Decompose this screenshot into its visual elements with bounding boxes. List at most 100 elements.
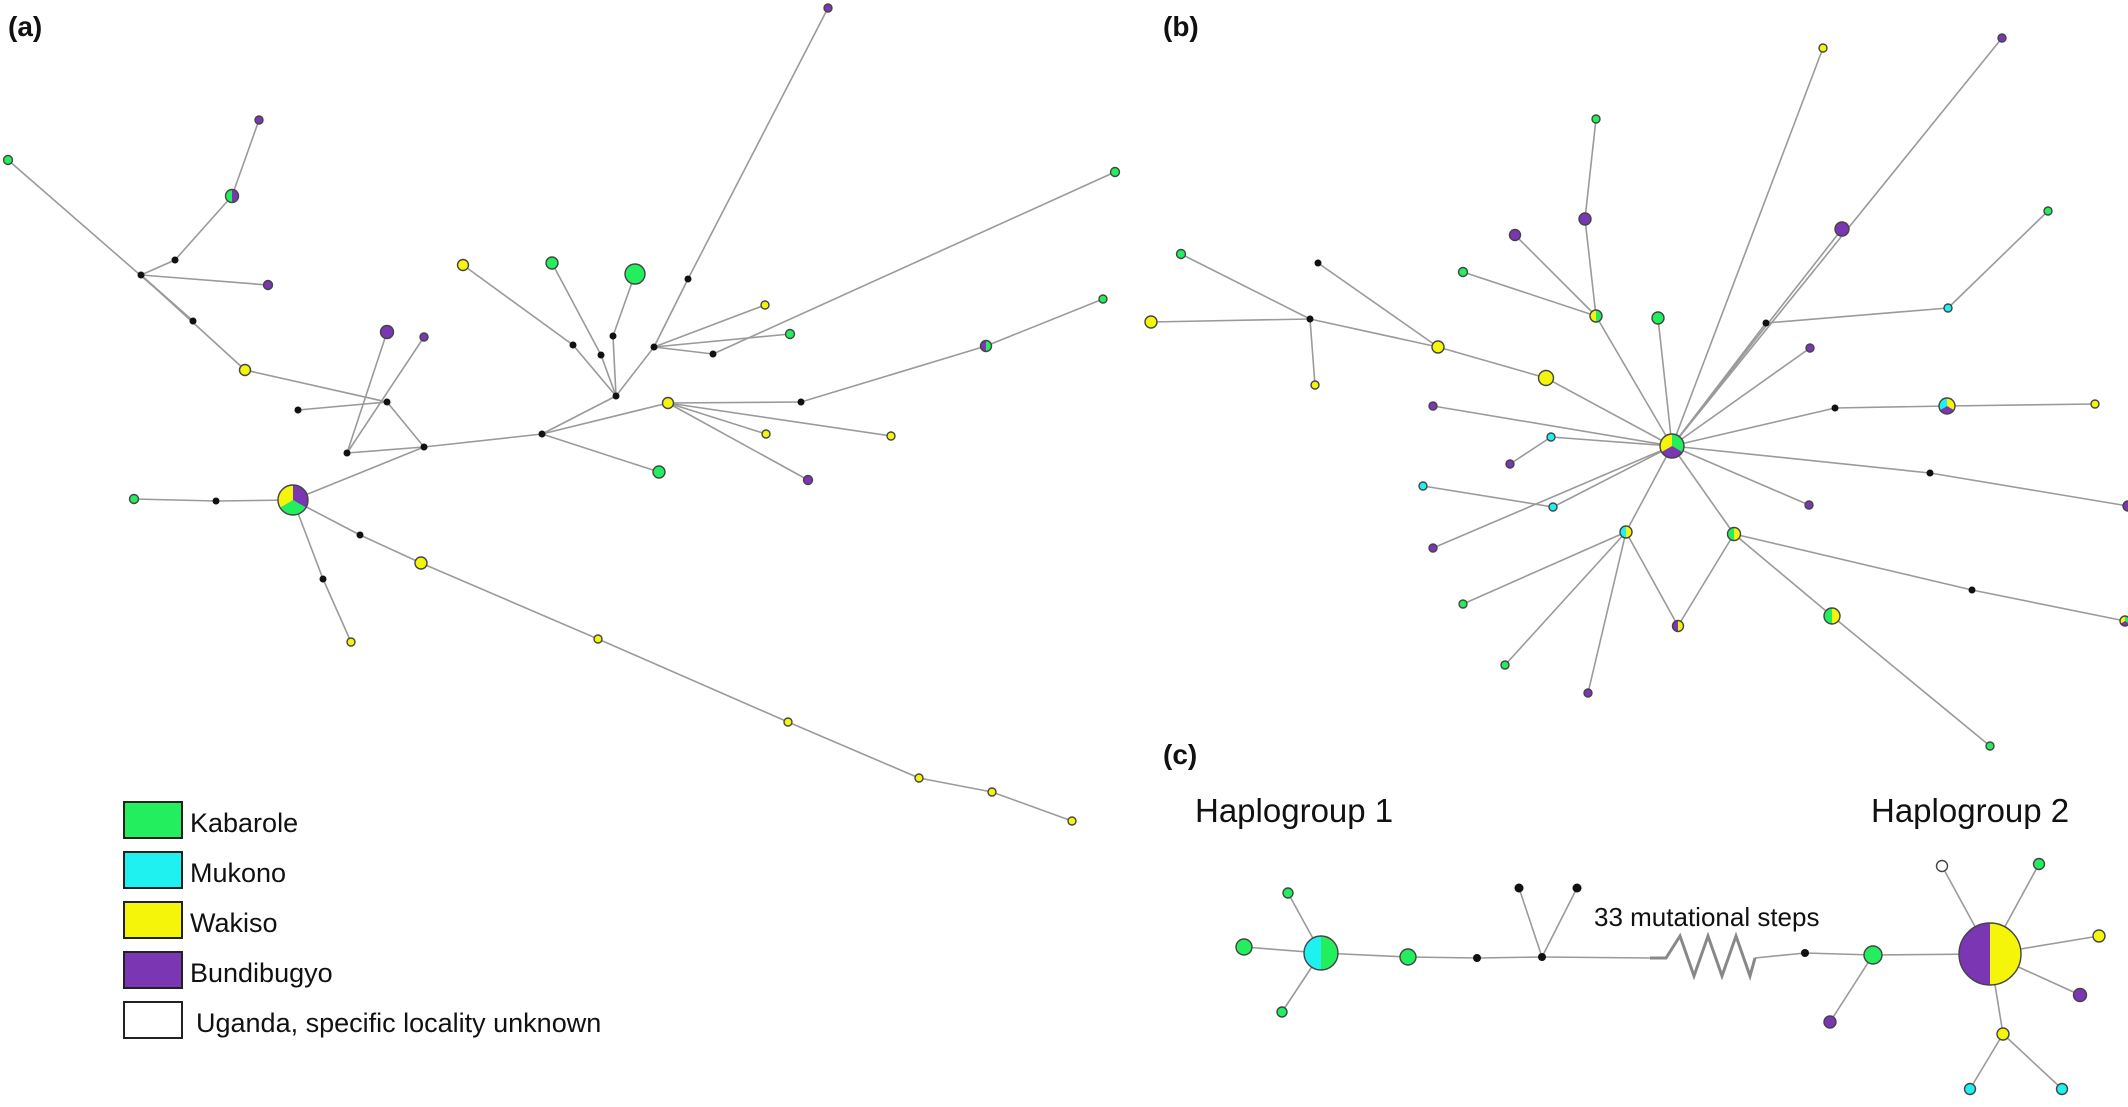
haplotype-node xyxy=(414,556,428,570)
median-vector-node xyxy=(1572,883,1582,893)
haplotype-kabarole xyxy=(1276,1006,1288,1018)
median-vector-node xyxy=(420,443,428,451)
median-vector-node xyxy=(1473,954,1481,962)
pie-outline xyxy=(1823,607,1841,625)
legend-label-kabarole: Kabarole xyxy=(190,808,298,838)
network-edge xyxy=(420,562,599,640)
haplotype-median-vector xyxy=(1538,953,1546,961)
legend-swatch-bundibugyo xyxy=(123,951,183,989)
haplotype-bundibugyo xyxy=(802,474,814,486)
haplogroup-2-label: Haplogroup 2 xyxy=(1871,792,2069,829)
median-vector-node xyxy=(609,332,617,340)
network-edge xyxy=(1317,262,1439,348)
haplotype-bundibugyo xyxy=(1508,228,1522,242)
network-edge xyxy=(140,274,269,286)
legend-label-wakiso: Wakiso xyxy=(190,908,278,938)
network-edge xyxy=(1969,1033,2004,1090)
haplotype-node xyxy=(2043,206,2053,216)
network-edge xyxy=(1671,445,1931,474)
panel-label-b: (b) xyxy=(1163,11,1199,42)
haplotype-wakiso xyxy=(1431,340,1445,354)
haplotype-median-vector xyxy=(137,271,145,279)
haplotype-node xyxy=(1805,343,1815,353)
haplotype-wakiso xyxy=(760,300,770,310)
haplotype-node xyxy=(1823,1015,1837,1029)
pie-slice-wakiso xyxy=(1832,608,1840,624)
haplotype-kabarole xyxy=(2,154,14,166)
median-vector-node xyxy=(612,392,620,400)
pie-slice-mukono xyxy=(1304,936,1321,970)
mutational-steps-label: 33 mutational steps xyxy=(1594,902,1819,932)
haplotype-wakiso xyxy=(1537,369,1555,387)
network-edge xyxy=(244,369,388,403)
haplotype-kabarole xyxy=(1985,741,1995,751)
network-edge xyxy=(1671,347,1811,447)
pie-outline xyxy=(2119,615,2128,627)
zigzag-line xyxy=(1650,931,1757,982)
haplotype-node xyxy=(1276,1006,1288,1018)
haplotype-mukono xyxy=(1546,432,1556,442)
network-edge xyxy=(653,346,714,355)
network-edge xyxy=(597,638,789,723)
haplotype-wakiso xyxy=(238,363,252,377)
haplotype-median-vector xyxy=(420,443,428,451)
haplotype-bundibugyo xyxy=(1997,33,2007,43)
network-edge xyxy=(1545,377,1673,447)
haplotype-median-vector xyxy=(1926,469,1934,477)
haplotype-median-vector xyxy=(356,531,364,539)
network-edge xyxy=(1407,956,1478,959)
panel-label-a: (a) xyxy=(8,11,42,42)
network-edge xyxy=(140,259,176,276)
haplotype-wakiso xyxy=(346,637,356,647)
network-edge xyxy=(1671,407,1836,447)
haplotype-kabarole xyxy=(1651,311,1665,325)
median-vector-node xyxy=(212,497,220,505)
network-edge xyxy=(1657,317,1673,447)
haplotype-bundibugyo xyxy=(1505,459,1515,469)
haplotype-bundibugyo xyxy=(419,332,429,342)
network-edge xyxy=(1765,307,1949,324)
network-edge xyxy=(1625,445,1673,533)
network-edge xyxy=(1509,436,1552,465)
haplotype-median-vector xyxy=(171,256,179,264)
network-edge xyxy=(800,345,987,403)
haplotype-bundibugyo xyxy=(2072,987,2088,1003)
haplotype-median-vector xyxy=(1572,883,1582,893)
pie-outline xyxy=(1589,309,1603,323)
haplotype-wakiso xyxy=(761,429,771,439)
network-edge xyxy=(322,578,352,643)
network-edge xyxy=(1625,531,1679,627)
network-edge xyxy=(386,401,425,448)
haplotype-node xyxy=(238,363,252,377)
pie-slice-bundibugyo xyxy=(1959,923,1990,985)
haplotype-node xyxy=(1098,294,1108,304)
network-edge xyxy=(551,262,602,356)
haplotype-kabarole xyxy=(1109,166,1121,178)
network-edge xyxy=(667,401,802,404)
network-edge xyxy=(1929,472,2128,507)
network-edge xyxy=(1587,531,1627,694)
network-edge xyxy=(423,433,543,448)
network-edge xyxy=(1541,956,1651,959)
network-edge xyxy=(615,346,655,397)
haplotype-median-vector xyxy=(597,351,605,359)
haplotype-node xyxy=(1428,543,1438,553)
network-edge xyxy=(1504,531,1627,666)
network-edge xyxy=(1671,445,1735,535)
haplotype-kabarole xyxy=(624,263,646,285)
haplotype-node xyxy=(1659,433,1685,459)
haplotype-bundibugyo xyxy=(379,324,395,340)
network-edge xyxy=(1309,318,1439,348)
pie-slice-kabarole xyxy=(1824,608,1832,624)
legend-label-unknown-locality: Uganda, specific locality unknown xyxy=(196,1008,601,1038)
legend-item-kabarole: Kabarole xyxy=(123,801,298,839)
haplotype-bundibugyo xyxy=(1428,401,1438,411)
haplotype-median-vector xyxy=(709,350,717,358)
pie-outline xyxy=(1303,935,1339,971)
network-edge xyxy=(1971,589,2126,622)
haplotype-bundibugyo xyxy=(1428,543,1438,553)
median-vector-node xyxy=(569,341,577,349)
pie-slice-kabarole xyxy=(1321,936,1338,970)
median-vector-node xyxy=(1762,319,1770,327)
